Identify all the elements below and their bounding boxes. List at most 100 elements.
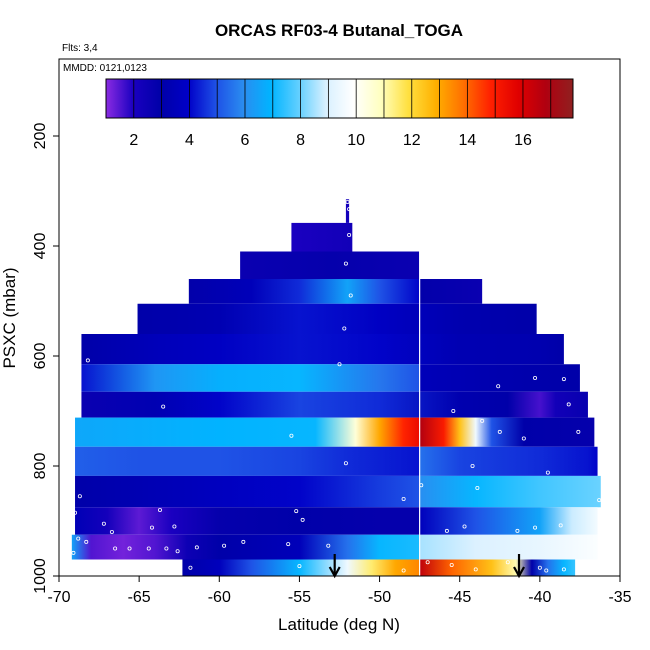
heatmap-cell (291, 222, 353, 252)
heatmap-cell (188, 279, 483, 304)
sample-point (127, 546, 132, 551)
sample-point (177, 560, 182, 565)
sample-point (444, 528, 449, 533)
sample-point (109, 530, 114, 535)
heatmap-cell (240, 251, 420, 279)
sample-point (161, 404, 166, 409)
colorbar-tick-label: 14 (458, 132, 476, 149)
sample-point (470, 463, 475, 468)
sample-point (73, 510, 78, 515)
sample-point (85, 358, 90, 363)
sample-point (294, 509, 299, 514)
sample-point (149, 525, 154, 530)
sample-point (241, 539, 246, 544)
heatmap-rows (71, 199, 601, 576)
heatmap-cell (81, 334, 564, 365)
heatmap-cell (345, 199, 350, 223)
sample-point (157, 507, 162, 512)
heatmap-cell (75, 417, 595, 447)
sample-point (194, 545, 199, 550)
sample-point (561, 377, 566, 382)
heatmap-cell (137, 303, 537, 334)
sample-point (76, 536, 81, 541)
x-tick-label: -65 (128, 589, 151, 606)
sample-point (289, 433, 294, 438)
sample-point (347, 207, 352, 212)
sample-point (497, 429, 502, 434)
sample-point (505, 560, 510, 565)
sample-point (496, 384, 501, 389)
sample-point (347, 232, 352, 237)
sample-point (533, 375, 538, 380)
x-tick-label: -45 (448, 589, 471, 606)
x-tick-label: -50 (368, 589, 391, 606)
y-tick-label: 800 (32, 453, 49, 480)
sample-point (515, 528, 520, 533)
sample-point (77, 494, 82, 499)
sample-point (343, 261, 348, 266)
heatmap-cell (182, 559, 576, 576)
sample-point (300, 517, 305, 522)
colorbar-gradient (105, 78, 574, 119)
sample-point (558, 523, 563, 528)
heatmap-cell (81, 391, 588, 418)
sample-point (175, 549, 180, 554)
y-tick-label: 400 (32, 233, 49, 260)
dates-annotation: MMDD: 0121,0123 (63, 63, 147, 74)
sample-point (146, 546, 151, 551)
sample-point (348, 293, 353, 298)
sample-point (545, 470, 550, 475)
sample-point (188, 565, 193, 570)
x-tick-label: -60 (208, 589, 231, 606)
sample-point (561, 567, 566, 572)
sample-point (337, 362, 342, 367)
sample-point (451, 408, 456, 413)
sample-point (544, 568, 549, 573)
y-axis-label: PSXC (mbar) (0, 267, 19, 368)
sample-point (172, 524, 177, 529)
sample-point (521, 436, 526, 441)
sample-point (597, 498, 602, 503)
colorbar-tick-label: 10 (347, 132, 365, 149)
sample-point (537, 565, 542, 570)
x-axis-label: Latitude (deg N) (278, 615, 400, 634)
sample-point (473, 567, 478, 572)
sample-point (566, 402, 571, 407)
sample-point (343, 461, 348, 466)
sample-point (113, 546, 118, 551)
colorbar-tick-label: 12 (403, 132, 421, 149)
sample-point (286, 542, 291, 547)
flights-annotation: Flts: 3,4 (62, 43, 98, 54)
sample-point (342, 326, 347, 331)
colorbar: 2 4 6 8 10 12 14 16 (105, 78, 574, 149)
x-tick-label: -55 (288, 589, 311, 606)
heatmap-cell (81, 364, 580, 392)
y-tick-label: 1000 (32, 558, 49, 594)
sample-point (71, 550, 76, 555)
x-tick-label: -35 (608, 589, 631, 606)
sample-point (449, 563, 454, 568)
colorbar-tick-label: 8 (296, 132, 305, 149)
sample-point (101, 521, 106, 526)
y-tick-label: 200 (32, 123, 49, 150)
sample-point (222, 543, 227, 548)
sample-point (84, 539, 89, 544)
sample-point (480, 418, 485, 423)
sample-point (576, 429, 581, 434)
sample-point (345, 199, 350, 204)
y-tick-label: 600 (32, 343, 49, 370)
sample-point (401, 496, 406, 501)
chart-title: ORCAS RF03-4 Butanal_TOGA (215, 21, 463, 40)
heatmap-cell (75, 446, 598, 476)
colorbar-tick-label: 4 (185, 132, 194, 149)
sample-point (419, 483, 424, 488)
heatmap-cell (75, 507, 598, 535)
x-axis: -70 -65 -60 -55 -50 -45 -40 -35 (47, 575, 632, 606)
sample-point (297, 564, 302, 569)
sample-point (462, 524, 467, 529)
sample-points (71, 199, 602, 573)
y-axis: 200 400 600 800 1000 (32, 123, 60, 594)
sample-point (401, 568, 406, 573)
sample-point (425, 560, 430, 565)
